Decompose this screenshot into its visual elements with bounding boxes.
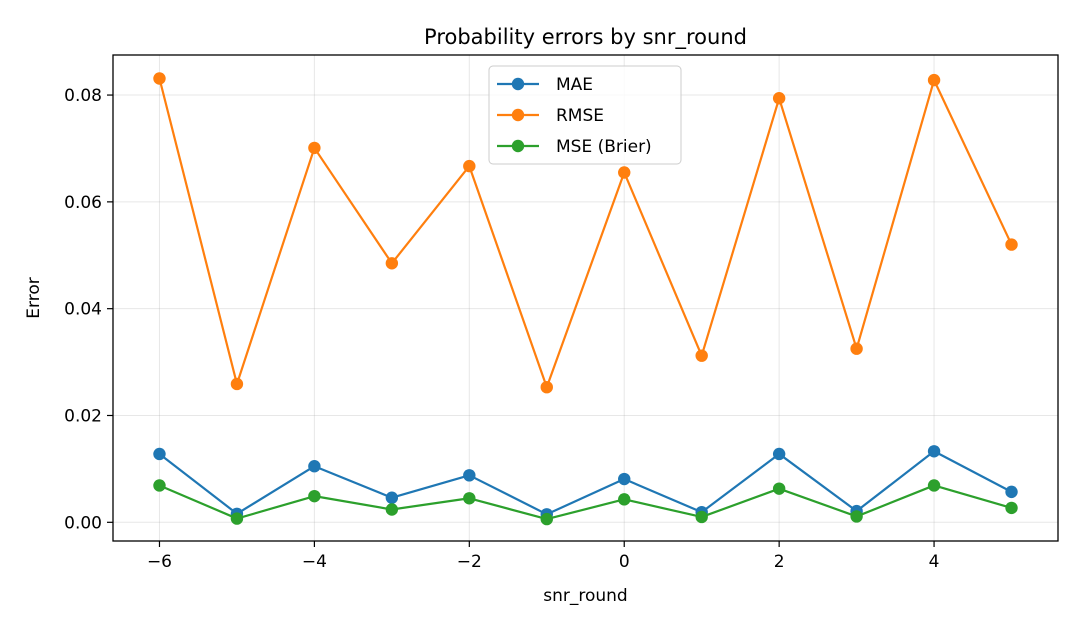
x-tick-label: −4 <box>302 552 327 572</box>
data-point-mse-brier <box>308 489 321 503</box>
data-point-mae <box>385 491 399 504</box>
data-point-mse-brier <box>230 512 244 525</box>
y-tick-label: 0.00 <box>64 513 102 533</box>
y-tick-label: 0.02 <box>64 406 102 426</box>
data-point-mae <box>772 447 786 461</box>
legend-marker <box>511 108 525 122</box>
data-point-mae <box>153 447 166 461</box>
data-point-rmse <box>153 72 166 85</box>
chart-title: Probability errors by snr_round <box>424 25 747 50</box>
data-point-rmse <box>772 92 786 105</box>
data-point-mse-brier <box>463 492 476 505</box>
x-tick-label: 0 <box>619 552 630 572</box>
legend-label: MAE <box>556 75 593 95</box>
series-mse-brier <box>153 479 1018 526</box>
x-tick-label: 4 <box>929 552 940 572</box>
grid <box>113 55 1058 541</box>
data-point-rmse <box>1005 238 1018 251</box>
data-point-mse-brier <box>927 479 941 492</box>
legend-box <box>488 65 682 165</box>
data-point-rmse <box>230 377 244 391</box>
series-rmse <box>153 72 1018 394</box>
legend-item-mae: MAE <box>497 75 593 95</box>
data-point-mse-brier <box>695 510 708 524</box>
data-point-mse-brier <box>540 512 553 526</box>
legend-label: RMSE <box>556 106 604 126</box>
series-line-mse-brier <box>159 484 1012 521</box>
data-point-rmse <box>463 159 476 173</box>
data-point-mae <box>308 460 321 473</box>
data-point-mae <box>927 445 941 458</box>
series-line-rmse <box>158 78 1013 389</box>
legend-marker <box>511 139 525 153</box>
data-point-mse-brier <box>618 493 631 506</box>
x-tick-label: −2 <box>457 552 482 572</box>
data-point-mae <box>463 469 476 482</box>
plot-frame <box>112 54 1059 542</box>
y-axis-title: Error <box>24 277 44 318</box>
legend-item-rmse: RMSE <box>497 106 604 126</box>
data-point-mse-brier <box>772 482 786 495</box>
data-point-mse-brier <box>385 503 399 516</box>
data-point-rmse <box>385 257 399 270</box>
data-point-rmse <box>695 349 708 362</box>
x-axis-title: snr_round <box>543 586 627 606</box>
x-tick-label: −6 <box>147 552 172 572</box>
x-tick-label: 2 <box>774 552 785 572</box>
data-point-rmse <box>308 141 321 155</box>
legend-marker <box>511 77 525 91</box>
data-point-rmse <box>850 342 863 355</box>
x-axis: −6 −4 −2 0 2 4 <box>147 541 940 572</box>
data-point-rmse <box>927 73 941 87</box>
data-point-mse-brier <box>850 510 863 523</box>
data-point-rmse <box>540 380 553 394</box>
legend-item-mse-brier: MSE (Brier) <box>497 137 652 157</box>
data-point-rmse <box>618 166 631 179</box>
data-point-mse-brier <box>153 479 166 492</box>
series-layer <box>153 72 1018 526</box>
legend-label: MSE (Brier) <box>556 137 652 157</box>
data-point-mae <box>1005 485 1018 499</box>
data-point-mse-brier <box>1005 501 1018 515</box>
legend: MAE RMSE MSE (Brier) <box>488 65 682 165</box>
y-tick-label: 0.04 <box>64 300 102 320</box>
data-point-mae <box>618 472 631 486</box>
y-tick-label: 0.08 <box>64 86 102 106</box>
y-tick-label: 0.06 <box>64 193 102 213</box>
y-axis: 0.00 0.02 0.04 0.06 0.08 <box>64 86 113 533</box>
series-line-mae <box>158 450 1013 516</box>
